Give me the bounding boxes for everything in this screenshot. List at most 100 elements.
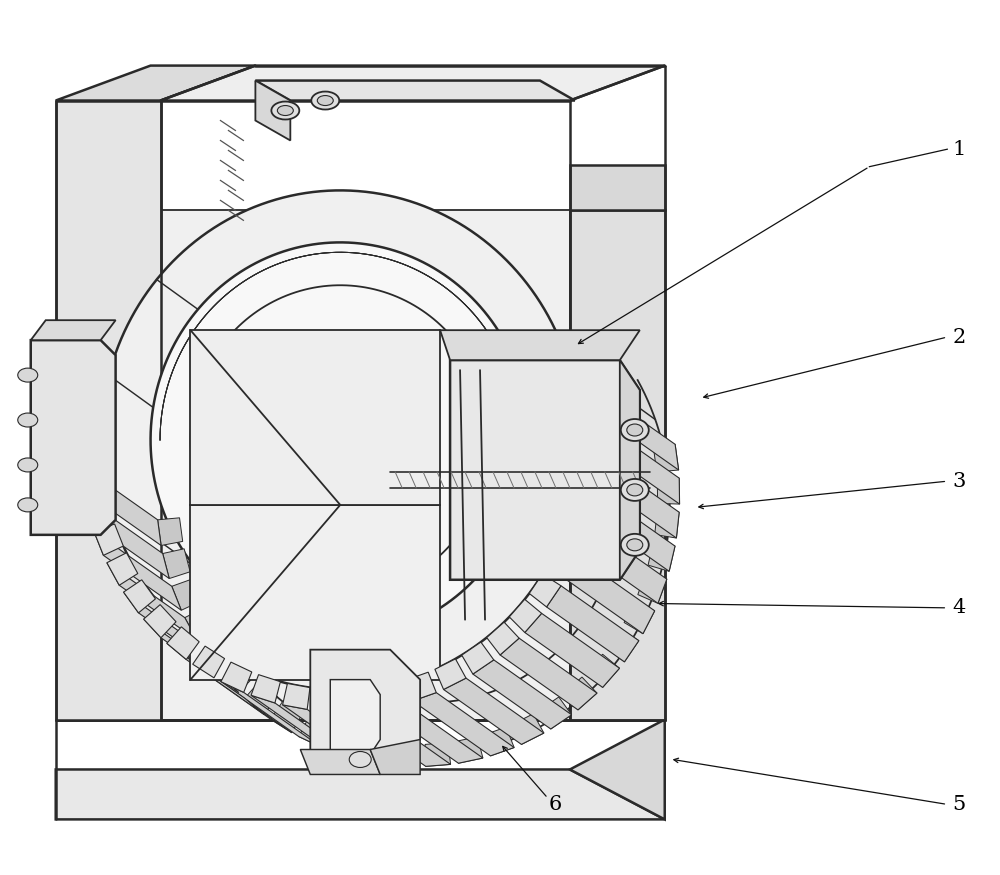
Ellipse shape	[18, 458, 38, 472]
Polygon shape	[167, 626, 199, 660]
Ellipse shape	[627, 484, 643, 496]
Polygon shape	[529, 574, 561, 607]
Polygon shape	[570, 210, 665, 719]
Polygon shape	[513, 714, 544, 745]
Polygon shape	[31, 320, 116, 340]
Polygon shape	[85, 493, 112, 523]
Polygon shape	[124, 592, 216, 668]
Polygon shape	[167, 643, 264, 714]
Polygon shape	[185, 608, 216, 640]
Polygon shape	[565, 556, 655, 634]
Polygon shape	[124, 580, 155, 612]
Polygon shape	[484, 727, 514, 756]
Ellipse shape	[18, 413, 38, 427]
Polygon shape	[425, 743, 451, 766]
Polygon shape	[591, 491, 675, 571]
Polygon shape	[107, 553, 138, 585]
Text: 3: 3	[953, 472, 966, 491]
Polygon shape	[161, 66, 665, 101]
Polygon shape	[654, 444, 679, 472]
Polygon shape	[255, 80, 290, 141]
Ellipse shape	[349, 752, 371, 767]
Polygon shape	[576, 389, 601, 417]
Polygon shape	[221, 682, 322, 747]
Ellipse shape	[277, 106, 293, 116]
Polygon shape	[94, 524, 123, 556]
Ellipse shape	[627, 539, 643, 551]
Polygon shape	[565, 677, 597, 710]
Text: 2: 2	[953, 327, 966, 346]
Ellipse shape	[271, 102, 299, 120]
Polygon shape	[450, 360, 640, 580]
Polygon shape	[56, 101, 161, 719]
Polygon shape	[310, 649, 420, 769]
Polygon shape	[599, 458, 679, 538]
Polygon shape	[440, 330, 640, 360]
Ellipse shape	[311, 92, 339, 109]
Ellipse shape	[151, 242, 530, 638]
Polygon shape	[540, 697, 572, 729]
Polygon shape	[251, 696, 353, 758]
Polygon shape	[255, 80, 575, 101]
Polygon shape	[473, 660, 572, 729]
Polygon shape	[85, 499, 169, 578]
Ellipse shape	[317, 95, 333, 106]
Polygon shape	[577, 456, 601, 483]
Polygon shape	[163, 549, 190, 578]
Ellipse shape	[621, 419, 649, 441]
Polygon shape	[607, 629, 639, 662]
Polygon shape	[487, 622, 519, 655]
Polygon shape	[330, 680, 380, 754]
Polygon shape	[381, 704, 483, 763]
Polygon shape	[546, 547, 577, 578]
Polygon shape	[597, 389, 679, 470]
Polygon shape	[435, 659, 466, 690]
Polygon shape	[560, 517, 589, 549]
Polygon shape	[525, 613, 619, 688]
Polygon shape	[80, 465, 161, 545]
Text: 5: 5	[953, 794, 966, 814]
Polygon shape	[624, 601, 655, 633]
Polygon shape	[299, 717, 330, 747]
Polygon shape	[190, 330, 440, 505]
Polygon shape	[348, 710, 451, 766]
Polygon shape	[601, 424, 680, 504]
Ellipse shape	[18, 498, 38, 512]
Polygon shape	[500, 638, 597, 710]
Polygon shape	[347, 688, 373, 711]
Polygon shape	[570, 719, 665, 819]
Polygon shape	[221, 662, 252, 692]
Polygon shape	[657, 478, 680, 504]
Ellipse shape	[101, 191, 580, 690]
Polygon shape	[620, 360, 640, 580]
Ellipse shape	[621, 479, 649, 500]
Polygon shape	[193, 646, 225, 678]
Polygon shape	[377, 682, 405, 709]
Polygon shape	[570, 165, 665, 210]
Polygon shape	[158, 518, 183, 545]
Polygon shape	[56, 769, 665, 819]
Polygon shape	[370, 739, 420, 774]
Polygon shape	[648, 542, 675, 571]
Polygon shape	[360, 738, 388, 764]
Polygon shape	[94, 531, 181, 610]
Polygon shape	[190, 505, 440, 680]
Polygon shape	[407, 672, 436, 701]
Polygon shape	[547, 585, 639, 662]
Polygon shape	[509, 599, 542, 633]
Text: 4: 4	[953, 598, 966, 618]
Polygon shape	[107, 563, 197, 640]
Polygon shape	[144, 605, 176, 638]
Polygon shape	[587, 654, 619, 688]
Polygon shape	[300, 750, 380, 774]
Ellipse shape	[621, 534, 649, 556]
Text: 6: 6	[548, 794, 562, 814]
Polygon shape	[283, 705, 385, 764]
Polygon shape	[393, 744, 418, 766]
Polygon shape	[201, 634, 233, 668]
Polygon shape	[245, 682, 277, 714]
Polygon shape	[462, 642, 494, 674]
Polygon shape	[251, 675, 280, 703]
Polygon shape	[271, 701, 302, 732]
Polygon shape	[144, 620, 239, 693]
